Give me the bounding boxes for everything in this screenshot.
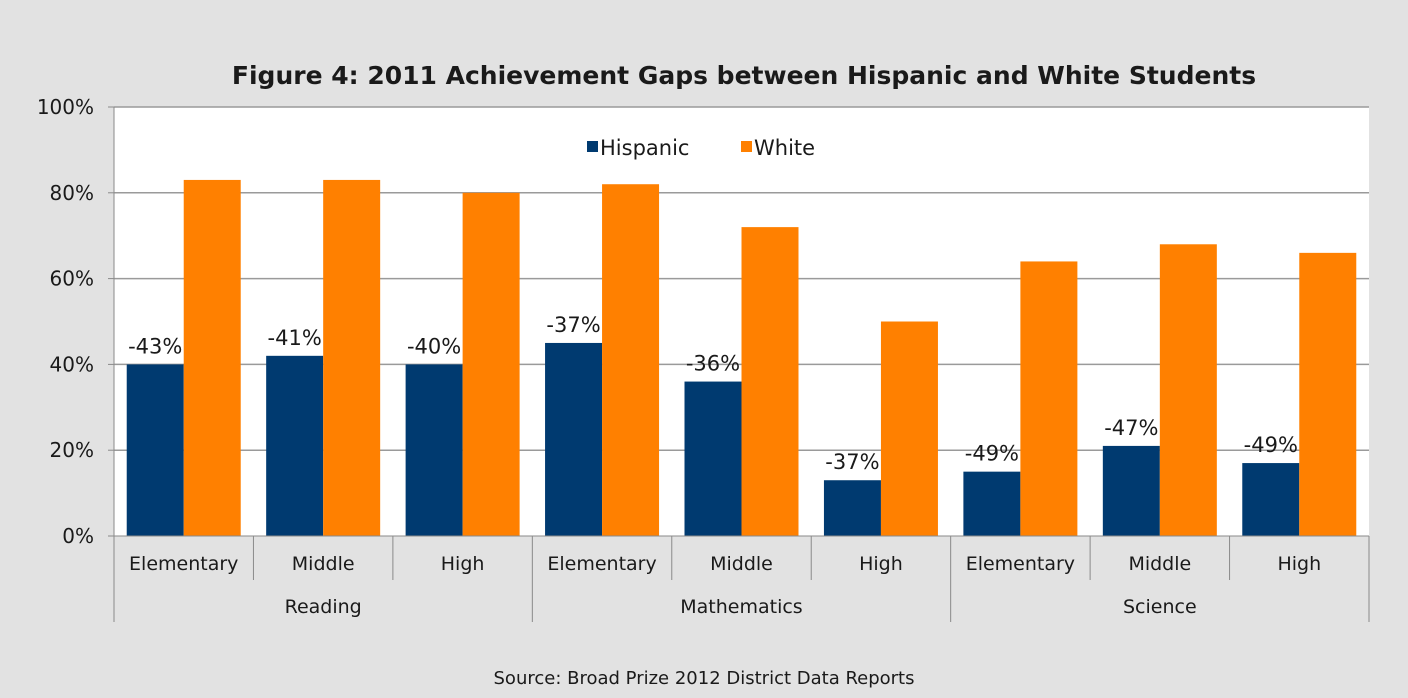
source-note: Source: Broad Prize 2012 District Data R…: [494, 668, 915, 689]
bar-white: [741, 227, 799, 536]
chart-title: Figure 4: 2011 Achievement Gaps between …: [232, 61, 1256, 90]
x-group-label: Mathematics: [680, 596, 802, 618]
legend-label-white: White: [754, 136, 815, 160]
x-tick-label: High: [859, 553, 903, 575]
bar-hispanic: [405, 364, 463, 536]
y-tick-label: 0%: [62, 524, 94, 548]
bar-white: [183, 179, 241, 536]
legend-label-hispanic: Hispanic: [600, 136, 689, 160]
x-tick-label: Elementary: [129, 553, 238, 575]
legend-swatch-white: [741, 141, 752, 152]
bar-white: [1020, 261, 1078, 536]
x-tick-label: Middle: [292, 553, 355, 575]
x-group-label: Reading: [285, 596, 362, 618]
x-tick-label: High: [1277, 553, 1321, 575]
bar-hispanic: [266, 355, 324, 536]
y-tick-label: 100%: [37, 95, 94, 119]
x-tick-label: Elementary: [966, 553, 1075, 575]
gap-label: -49%: [1244, 433, 1298, 457]
x-tick-label: High: [441, 553, 485, 575]
y-tick-label: 40%: [50, 352, 94, 376]
x-tick-label: Elementary: [547, 553, 656, 575]
gap-data-labels: -43% -41% -40% -37% -36% -37% -49% -47% -49%: [128, 313, 1298, 474]
y-tick-label: 20%: [50, 438, 94, 462]
y-axis: 0% 20% 40% 60% 80% 100%: [37, 95, 115, 548]
y-tick-label: 60%: [50, 267, 94, 291]
gap-label: -36%: [686, 352, 740, 376]
bar-hispanic: [1102, 445, 1160, 536]
legend: Hispanic White: [587, 136, 815, 160]
gap-label: -47%: [1104, 416, 1158, 440]
bar-white: [602, 184, 660, 536]
gap-label: -37%: [546, 313, 600, 337]
bar-white: [1159, 244, 1217, 536]
y-tick-label: 80%: [50, 181, 94, 205]
x-axis: Elementary Middle High Elementary Middle High…: [113, 535, 1370, 622]
gap-label: -40%: [407, 334, 461, 358]
bar-white: [1299, 252, 1357, 537]
bar-hispanic: [684, 381, 742, 536]
legend-swatch-hispanic: [587, 141, 598, 152]
bar-hispanic: [963, 471, 1021, 536]
bar-hispanic: [823, 480, 881, 536]
gap-label: -41%: [268, 326, 322, 350]
gap-label: -37%: [825, 450, 879, 474]
bar-hispanic: [545, 342, 603, 536]
bar-hispanic: [1242, 463, 1300, 536]
gap-label: -49%: [965, 442, 1019, 466]
bar-hispanic: [126, 364, 184, 536]
bar-white: [880, 321, 938, 536]
x-group-label: Science: [1123, 596, 1197, 618]
gap-label: -43%: [128, 334, 182, 358]
bar-white: [323, 179, 381, 536]
x-tick-label: Middle: [710, 553, 773, 575]
bars: [126, 179, 1357, 537]
x-tick-label: Middle: [1128, 553, 1191, 575]
bar-white: [462, 192, 520, 537]
